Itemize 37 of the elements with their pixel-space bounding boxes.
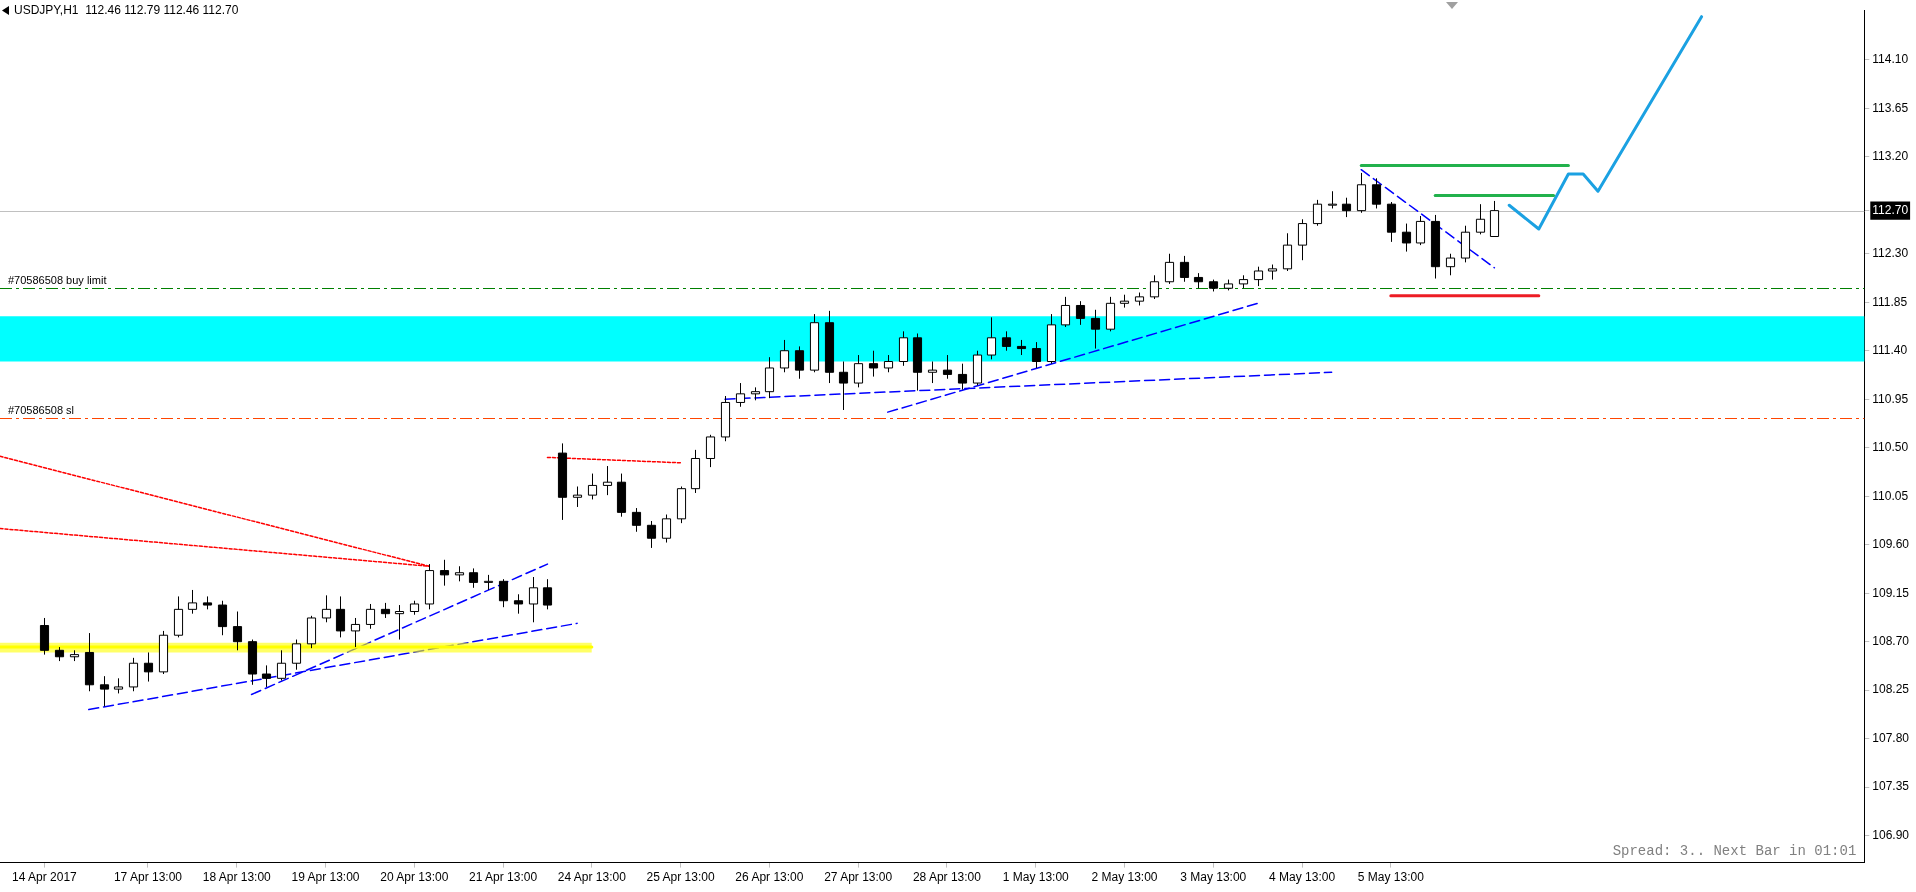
y-tick-label: 107.35 — [1872, 779, 1910, 794]
y-tick-label: 114.10 — [1872, 52, 1909, 67]
x-tick-label: 18 Apr 13:00 — [202, 870, 272, 885]
x-tick-label: 25 Apr 13:00 — [646, 870, 715, 885]
y-tick-label: 108.70 — [1872, 634, 1910, 648]
x-tick-label: 1 May 13:00 — [1002, 870, 1070, 885]
chart-title: USDJPY,H1 112.46 112.79 112.46 112.70 — [14, 3, 239, 17]
y-tick-label: 112.30 — [1872, 246, 1909, 261]
y-tick-label: 106.90 — [1872, 827, 1910, 842]
ref-line-label: #70586508 buy limit — [8, 274, 107, 287]
x-tick-label: 5 May 13:00 — [1357, 870, 1425, 885]
y-tick-label: 113.65 — [1872, 100, 1909, 115]
x-tick-label: 4 May 13:00 — [1269, 870, 1336, 885]
y-tick-label: 112.70 — [1872, 202, 1909, 217]
x-tick-label: 26 Apr 13:00 — [735, 870, 804, 885]
y-tick-label: 107.80 — [1872, 730, 1910, 745]
y-tick-label: 113.20 — [1872, 149, 1909, 164]
y-tick-label: 110.95 — [1872, 391, 1909, 406]
y-tick-label: 111.40 — [1872, 343, 1908, 358]
y-tick-label: 111.85 — [1872, 294, 1908, 309]
x-tick-label: 24 Apr 13:00 — [557, 870, 627, 885]
x-tick-label: 20 Apr 13:00 — [380, 870, 449, 885]
x-tick-label: 28 Apr 13:00 — [912, 870, 982, 885]
annotation: Spread: 3.. Next Bar in 01:01 — [1612, 843, 1857, 860]
x-tick-label: 3 May 13:00 — [1180, 870, 1247, 885]
x-tick-label: 17 Apr 13:00 — [113, 870, 183, 885]
ref-line-label: #70586508 sl — [8, 404, 75, 417]
y-tick-label: 109.60 — [1872, 537, 1910, 552]
y-tick-label: 108.25 — [1872, 682, 1910, 697]
y-tick-label: 110.05 — [1872, 488, 1909, 503]
x-tick-label: 19 Apr 13:00 — [291, 870, 360, 885]
y-tick-label: 110.50 — [1872, 440, 1909, 455]
x-tick-label: 2 May 13:00 — [1091, 870, 1158, 885]
x-tick-label: 27 Apr 13:00 — [824, 870, 893, 885]
x-tick-label: 14 Apr 2017 — [12, 870, 78, 885]
y-tick-label: 109.15 — [1872, 585, 1910, 600]
x-tick-label: 21 Apr 13:00 — [469, 870, 538, 885]
